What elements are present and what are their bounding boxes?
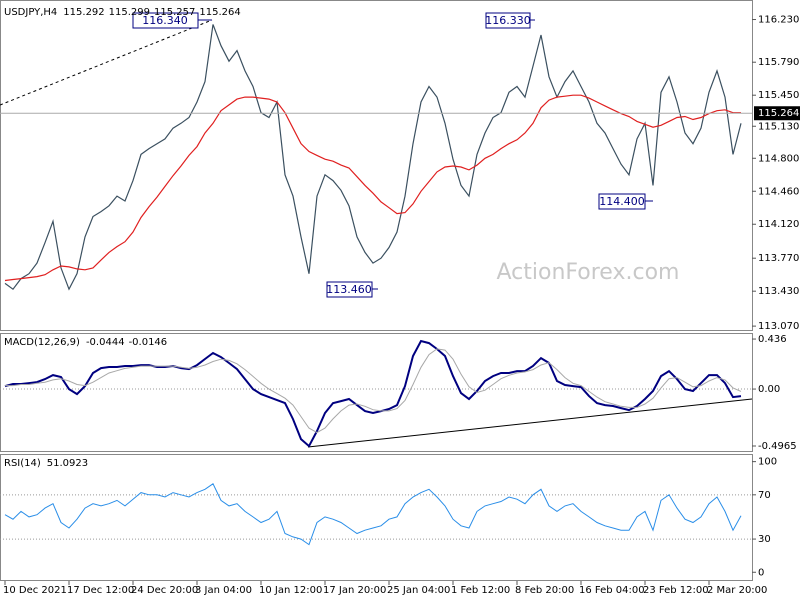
readout: 115.264 — [199, 7, 240, 18]
readout: 115.257 — [154, 7, 195, 18]
y-tick-label: 100 — [758, 457, 777, 468]
x-tick-label: 24 Dec 20:00 — [131, 585, 198, 596]
annotation-text: 114.400 — [599, 195, 645, 208]
annotation: 114.400 — [598, 193, 653, 210]
readout: 51.0923 — [47, 458, 88, 469]
series-line — [4, 483, 742, 546]
panel-header: MACD(12,26,9) -0.0444 -0.0146 — [4, 337, 167, 348]
last-price-box — [754, 106, 800, 121]
y-tick-label: 114.120 — [758, 219, 799, 230]
y-tick-label: 0 — [758, 567, 764, 578]
indicator-title: USDJPY,H4 — [4, 7, 57, 18]
indicator-title: MACD(12,26,9) — [4, 337, 80, 348]
annotation-text: 116.330 — [485, 14, 531, 27]
series-line — [4, 94, 741, 282]
y-tick-label: 113.430 — [758, 286, 799, 297]
y-tick-label: 116.230 — [758, 15, 799, 26]
y-tick-label: 113.770 — [758, 253, 799, 264]
indicator-title: RSI(14) — [4, 458, 41, 469]
x-tick-label: 17 Dec 12:00 — [67, 585, 134, 596]
annotation: 116.340 — [132, 12, 212, 29]
rsi-panel — [0, 454, 753, 581]
x-tick-label: 16 Feb 04:00 — [579, 585, 645, 596]
annotation-box — [485, 12, 531, 29]
y-tick-label: 114.460 — [758, 186, 799, 197]
series-line — [4, 24, 742, 291]
annotation-text: 116.340 — [142, 14, 188, 27]
watermark: ActionForex.com — [497, 260, 680, 285]
series-line — [4, 339, 742, 448]
annotation-box — [326, 281, 373, 298]
x-tick-label: 17 Jan 20:00 — [323, 585, 386, 596]
y-tick-label: 70 — [758, 490, 771, 501]
y-tick-label: 0.436 — [758, 334, 787, 345]
annotation-box — [132, 12, 199, 29]
y-tick-label: 113.070 — [758, 321, 799, 332]
y-tick-label: -0.4965 — [758, 441, 797, 452]
trend-line — [0, 19, 213, 106]
panel-header: RSI(14) 51.0923 — [4, 458, 88, 469]
x-tick-label: 10 Dec 2021 — [3, 585, 67, 596]
y-tick-label: 115.790 — [758, 57, 799, 68]
annotation-box — [598, 193, 646, 210]
x-tick-label: 1 Feb 12:00 — [451, 585, 510, 596]
trend-line — [307, 398, 753, 448]
x-tick-label: 8 Feb 20:00 — [515, 585, 574, 596]
y-tick-label: 0.00 — [758, 384, 780, 395]
main-panel — [0, 0, 753, 331]
x-tick-label: 25 Jan 04:00 — [387, 585, 450, 596]
readout: -0.0444 — [86, 337, 125, 348]
annotation: 116.330 — [485, 12, 535, 29]
y-tick-label: 115.450 — [758, 90, 799, 101]
panel-header: USDJPY,H4 115.292 115.299 115.257 115.264 — [4, 7, 241, 18]
macd-panel — [0, 333, 753, 452]
x-tick-label: 10 Jan 12:00 — [259, 585, 322, 596]
annotation-text: 113.460 — [326, 283, 372, 296]
annotation: 113.460 — [326, 281, 378, 298]
readout: 115.292 — [63, 7, 104, 18]
x-tick-label: 3 Jan 04:00 — [195, 585, 252, 596]
y-tick-label: 115.130 — [758, 121, 799, 132]
y-tick-label: 30 — [758, 534, 771, 545]
x-tick-label: 2 Mar 20:00 — [707, 585, 767, 596]
readout: -0.0146 — [129, 337, 168, 348]
x-tick-label: 23 Feb 12:00 — [643, 585, 709, 596]
last-price-label: 115.264 — [758, 108, 799, 119]
readout: 115.299 — [109, 7, 150, 18]
y-tick-label: 114.800 — [758, 153, 799, 164]
series-line — [5, 348, 742, 434]
